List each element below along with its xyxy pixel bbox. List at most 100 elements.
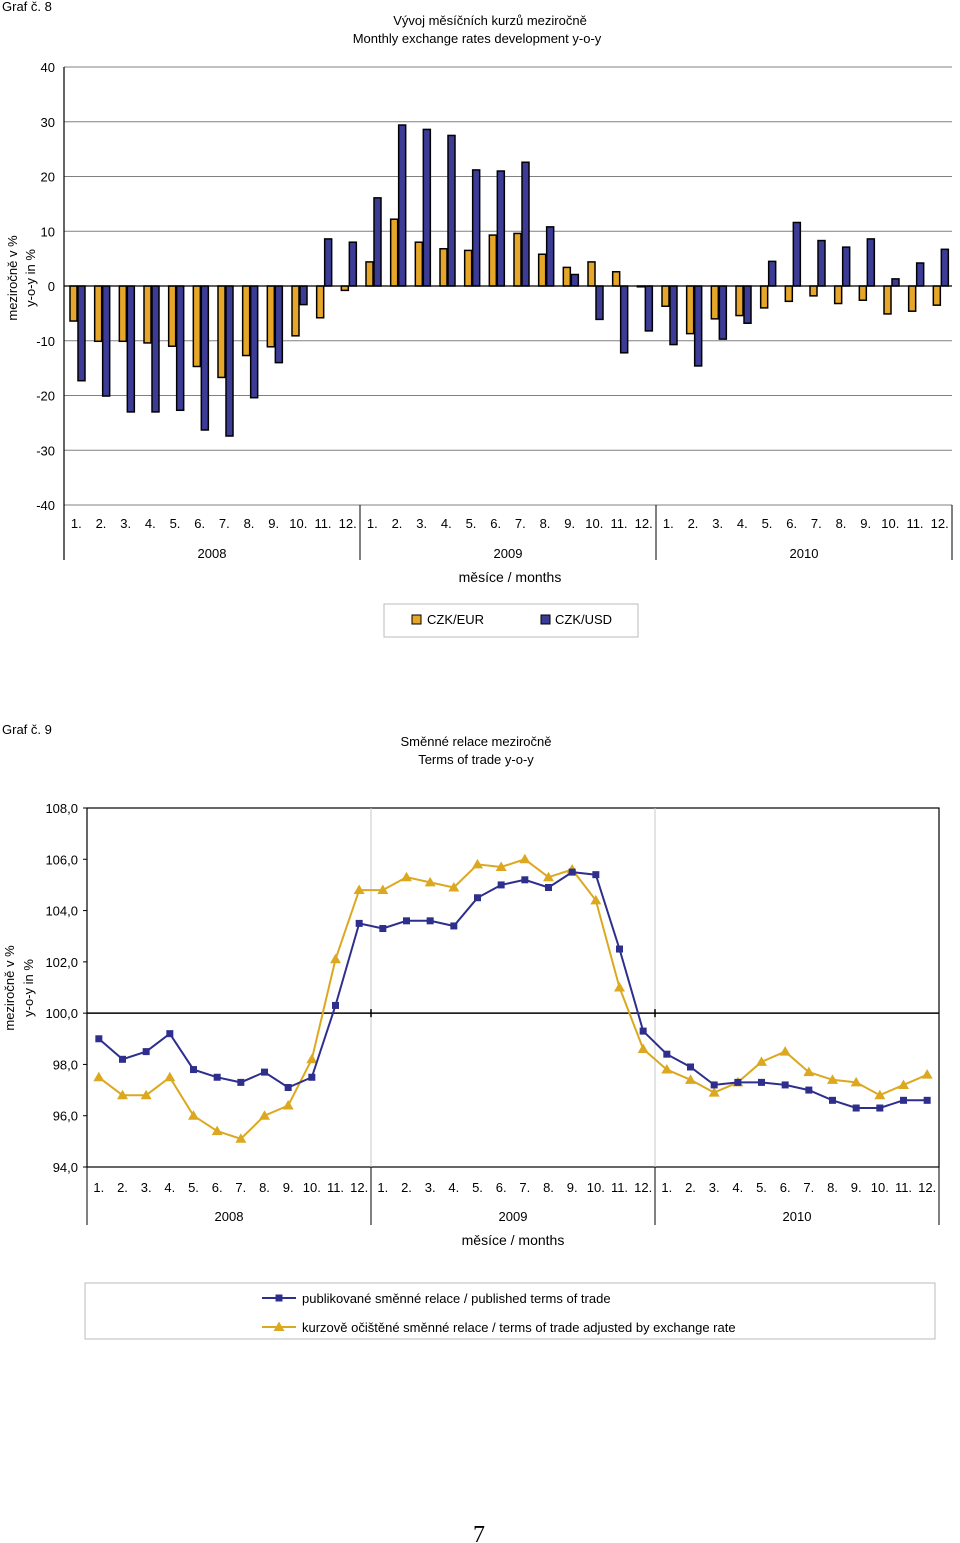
data-point-square <box>781 1081 789 1089</box>
bar-czk-eur <box>340 285 350 292</box>
legend: CZK/EUR CZK/USD <box>383 603 639 638</box>
x-tick-label: 12. <box>635 516 653 531</box>
bar-czk-eur <box>266 285 276 348</box>
year-label: 2010 <box>783 1209 812 1224</box>
x-tick-label: 5. <box>472 1180 483 1195</box>
bar-czk-eur <box>537 253 547 287</box>
data-point-square <box>379 925 387 933</box>
bar-czk-eur <box>513 232 522 287</box>
bar-czk-eur <box>241 285 251 357</box>
data-point-triangle <box>637 1043 649 1054</box>
data-point-triangle <box>401 871 412 882</box>
bar-czk-usd <box>471 169 481 287</box>
bar-czk-usd <box>348 241 358 287</box>
bar-czk-usd <box>151 285 160 413</box>
data-point-triangle <box>708 1087 720 1097</box>
x-tick-label: 3. <box>141 1180 152 1195</box>
year-dividers <box>86 808 940 1225</box>
data-point-triangle <box>543 871 554 882</box>
data-point-square <box>95 1035 103 1043</box>
data-point-triangle <box>685 1074 696 1084</box>
bar-czk-eur <box>69 285 78 322</box>
legend-label-czk-eur: CZK/EUR <box>427 612 484 627</box>
bar-series <box>69 124 950 437</box>
page-number: 7 <box>473 1522 485 1543</box>
bar-czk-eur <box>784 285 794 303</box>
x-tick-label: 11. <box>906 516 923 531</box>
data-point-square <box>923 1096 931 1104</box>
x-tick-label: 2. <box>117 1180 128 1195</box>
x-tick-label: 1. <box>367 516 378 531</box>
x-tick-label: 9. <box>567 1180 578 1195</box>
x-tick-label: 12. <box>931 516 949 531</box>
x-tick-label: 4. <box>164 1180 175 1195</box>
data-point-triangle <box>827 1074 838 1084</box>
chart-title: Směnné relace meziročně <box>400 734 551 749</box>
x-tick-label: 11. <box>327 1180 344 1195</box>
bar-czk-usd <box>225 285 234 437</box>
data-point-square <box>710 1081 718 1089</box>
x-tick-label: 5. <box>170 516 181 531</box>
data-point-triangle <box>921 1069 933 1079</box>
chart-label: Graf č. 8 <box>2 0 52 14</box>
y-axis-title-english: y-o-y in % <box>23 249 38 307</box>
bar-czk-eur <box>858 285 868 301</box>
data-point-square <box>616 945 623 953</box>
chart-subtitle: Monthly exchange rates development y-o-y <box>353 31 602 46</box>
bar-czk-usd <box>447 134 456 287</box>
x-tick-label: 6. <box>786 516 797 531</box>
data-point-square <box>190 1066 197 1074</box>
y-axis-tick-labels: 40 30 20 10 0 -10 -20 -30 -40 <box>36 60 55 513</box>
x-tick-label: 4. <box>441 516 452 531</box>
year-label: 2008 <box>198 546 227 561</box>
axes <box>63 67 953 560</box>
data-point-square <box>426 917 434 925</box>
x-tick-label: 11. <box>610 516 627 531</box>
data-point-triangle <box>330 953 341 964</box>
bar-czk-eur <box>883 285 892 315</box>
x-tick-label: 2. <box>685 1180 696 1195</box>
bar-czk-usd <box>891 278 900 287</box>
y-tick-label: -40 <box>36 498 55 513</box>
x-tick-label: 8. <box>827 1180 838 1195</box>
chart-subtitle: Terms of trade y-o-y <box>418 752 534 767</box>
x-tick-label: 5. <box>188 1180 199 1195</box>
year-label: 2010 <box>790 546 819 561</box>
bar-czk-eur <box>685 285 695 335</box>
x-tick-label: 1. <box>377 1180 388 1195</box>
x-tick-label: 5. <box>756 1180 767 1195</box>
x-tick-label: 2. <box>392 516 403 531</box>
bar-czk-eur <box>833 285 843 305</box>
bar-czk-usd <box>545 226 555 287</box>
bar-czk-usd <box>422 128 432 287</box>
data-point-square <box>261 1068 268 1076</box>
bar-czk-usd <box>126 285 136 413</box>
x-tick-label: 2. <box>688 516 699 531</box>
bar-czk-usd <box>570 273 580 287</box>
year-label: 2009 <box>494 546 523 561</box>
bar-czk-usd <box>792 221 802 287</box>
data-point-square <box>521 876 529 884</box>
bar-czk-usd <box>521 161 530 287</box>
data-point-triangle <box>353 884 365 895</box>
x-tick-label: 6. <box>496 1180 507 1195</box>
y-tick-label: -30 <box>36 443 55 458</box>
data-point-square <box>284 1084 292 1092</box>
x-tick-label: 4. <box>732 1180 743 1195</box>
bar-czk-eur <box>93 285 103 343</box>
x-tick-label: 3. <box>712 516 723 531</box>
x-tick-label: 1. <box>661 1180 672 1195</box>
bar-czk-eur <box>611 271 621 287</box>
x-tick-label: 4. <box>145 516 156 531</box>
data-point-square <box>639 1027 647 1035</box>
year-label: 2008 <box>215 1209 244 1224</box>
x-tick-label: 9. <box>283 1180 294 1195</box>
data-point-square <box>805 1086 813 1094</box>
data-point-triangle <box>235 1133 247 1143</box>
data-point-triangle <box>306 1053 318 1064</box>
legend: publikované směnné relace / published te… <box>84 1282 936 1340</box>
year-label: 2009 <box>499 1209 528 1224</box>
bar-czk-eur <box>932 285 942 306</box>
x-tick-label: 6. <box>490 516 501 531</box>
bar-czk-eur <box>463 249 473 287</box>
